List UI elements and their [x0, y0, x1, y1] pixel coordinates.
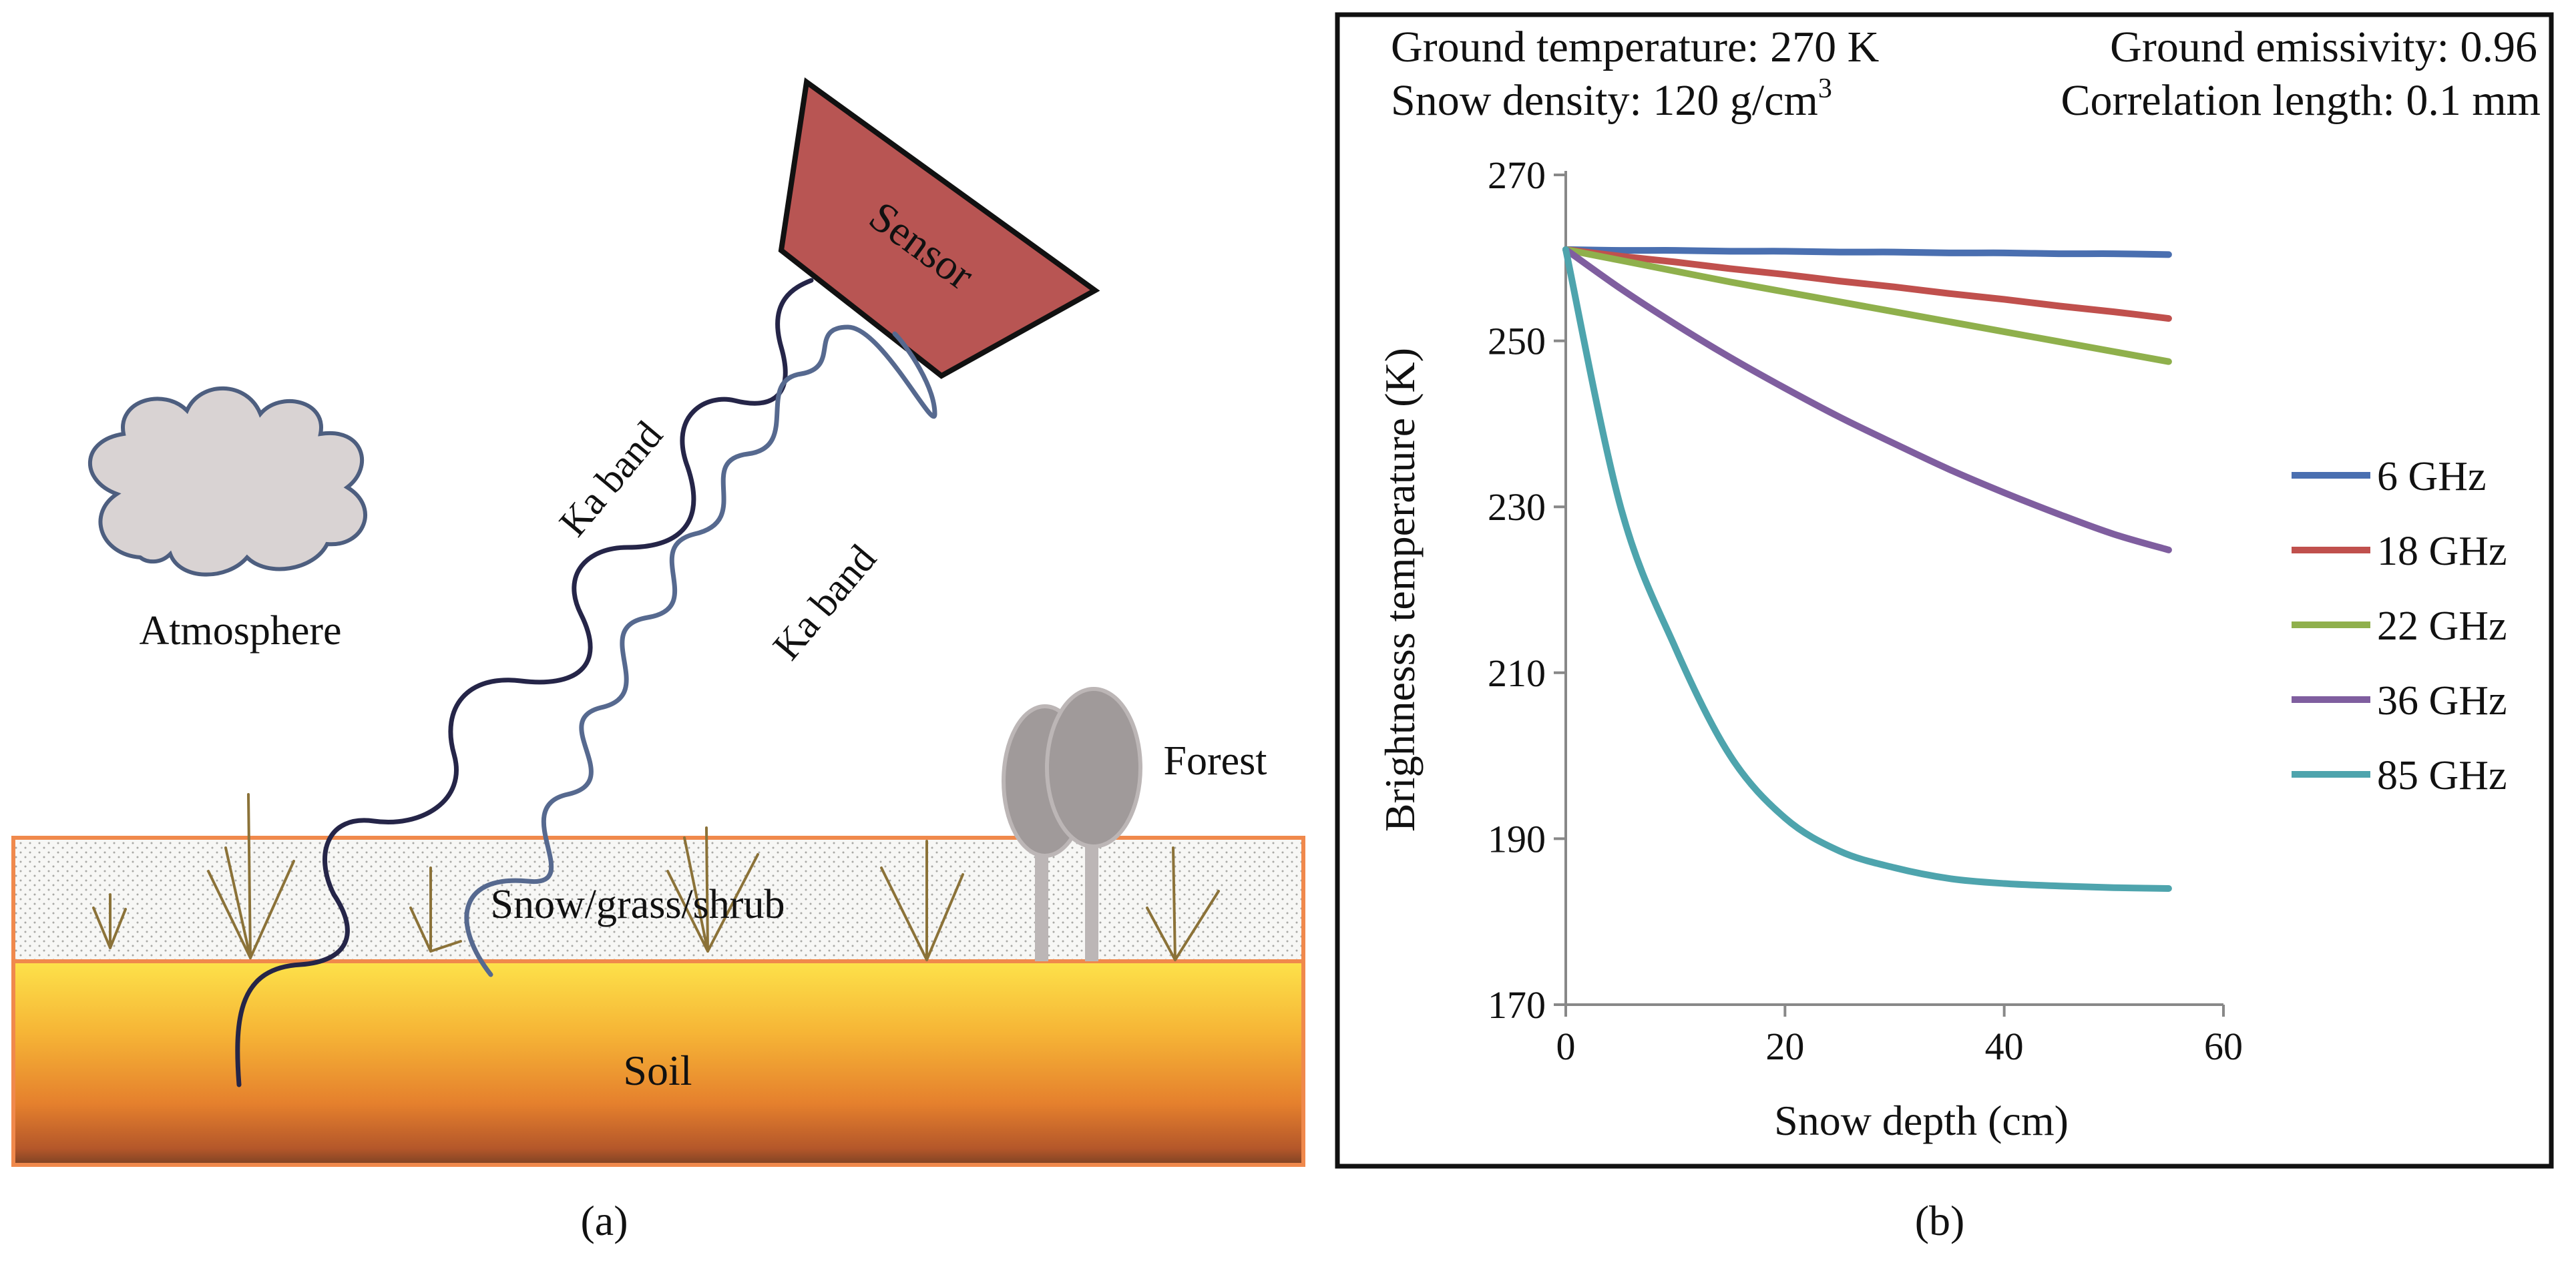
y-tick-label: 250 [1488, 320, 1546, 363]
sensor-box [778, 77, 1100, 379]
grass-tufts [92, 793, 1220, 961]
panel-b-caption: (b) [1915, 1197, 1965, 1244]
series-line-6-ghz [1562, 246, 2172, 258]
header-ground-temperature: Ground temperature: 270 K [1391, 23, 1879, 71]
legend-label: 85 GHz [2377, 753, 2507, 798]
y-tick-label: 170 [1488, 983, 1546, 1027]
panel-b-frame [1335, 12, 2554, 1169]
series-line-36-ghz [1562, 246, 2172, 553]
header-correlation-length: Correlation length: 0.1 mm [2061, 76, 2541, 125]
x-tick-label: 20 [1765, 1025, 1804, 1068]
grass-tuft [207, 793, 295, 959]
series-line-22-ghz [1562, 246, 2172, 365]
header-snow-density-exponent: 3 [1818, 73, 1832, 104]
tree-crown [1045, 687, 1142, 848]
tree-icons [1002, 687, 1142, 961]
soil-layer [11, 959, 1305, 1167]
legend-label: 36 GHz [2377, 678, 2507, 724]
ka-band-label-2: Ka band [765, 537, 885, 668]
x-tick-label: 40 [1985, 1025, 2024, 1068]
ka-band-wave-blue [464, 324, 937, 977]
ka-band-wave-dark [235, 278, 814, 1087]
cloud-icon [88, 386, 367, 577]
snow-layer-label: Snow/grass/shrub [491, 882, 785, 927]
tree-trunk [1035, 831, 1048, 961]
forest-label: Forest [1164, 738, 1267, 784]
panel-b: Ground temperature: 270 K Ground emissiv… [1335, 12, 2554, 1244]
grass-tuft [409, 866, 462, 953]
header-snow-density: Snow density: 120 g/cm3 [1391, 73, 1832, 125]
grass-tuft [92, 893, 127, 949]
y-tick-label: 270 [1488, 154, 1546, 197]
legend-label: 6 GHz [2377, 454, 2487, 499]
atmosphere-label: Atmosphere [139, 608, 341, 654]
panel-a-caption: (a) [580, 1197, 628, 1244]
panel-a: Sensor Atmosphere Forest Ka band Ka band… [11, 77, 1305, 1244]
grass-tuft [1146, 846, 1220, 961]
y-tick-label: 190 [1488, 817, 1546, 860]
y-tick-label: 210 [1488, 652, 1546, 695]
x-tick-label: 60 [2204, 1025, 2243, 1068]
grass-tuft [666, 826, 759, 953]
series-line-18-ghz [1562, 246, 2172, 322]
x-tick-label: 0 [1556, 1025, 1576, 1068]
header-ground-emissivity: Ground emissivity: 0.96 [2110, 23, 2537, 71]
ka-band-label-1: Ka band [551, 413, 671, 545]
line-chart: 170 190 210 230 250 270 0 20 40 60 Snow depth (cm)… [1376, 154, 2507, 1144]
series-line-85-ghz [1562, 246, 2172, 892]
legend-label: 18 GHz [2377, 529, 2507, 574]
y-axis-label: Brightnesss temperature (K) [1376, 348, 1424, 832]
legend-label: 22 GHz [2377, 603, 2507, 649]
grass-tuft [880, 840, 964, 961]
x-axis-label: Snow depth (cm) [1774, 1097, 2069, 1144]
soil-label: Soil [623, 1047, 692, 1094]
y-tick-label: 230 [1488, 485, 1546, 529]
